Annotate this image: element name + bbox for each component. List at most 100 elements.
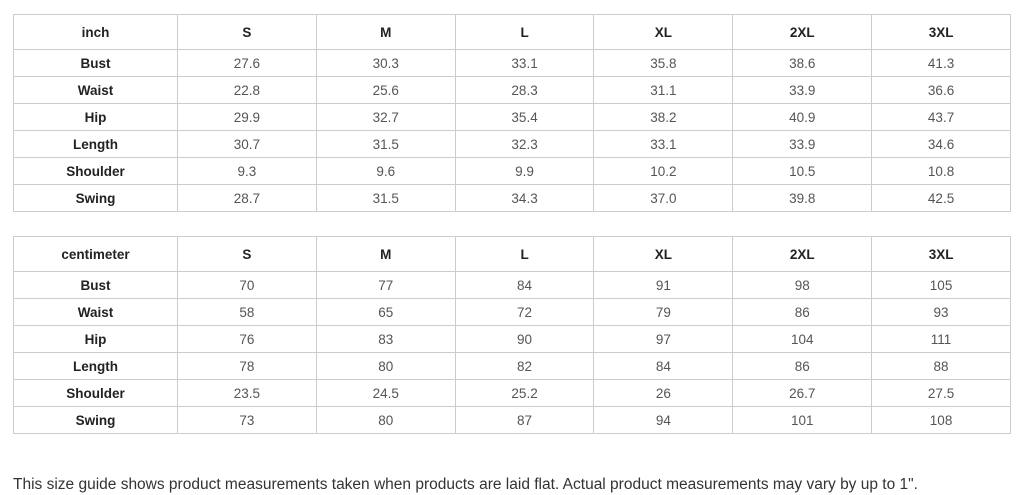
measurement-label: Hip (13, 103, 178, 131)
measurement-value: 86 (732, 298, 873, 326)
measurement-value: 78 (177, 352, 317, 380)
measurement-value: 58 (177, 298, 317, 326)
measurement-value: 83 (315, 325, 456, 353)
measurement-value: 39.8 (732, 184, 873, 212)
measurement-label: Swing (13, 184, 178, 212)
measurement-value: 28.7 (177, 184, 317, 212)
measurement-value: 35.4 (454, 103, 595, 131)
measurement-value: 24.5 (315, 379, 456, 407)
size-column-header: S (177, 236, 317, 272)
unit-header: centimeter (13, 236, 178, 272)
measurement-value: 88 (871, 352, 1011, 380)
measurement-value: 84 (454, 271, 595, 299)
measurement-value: 84 (593, 352, 734, 380)
measurement-value: 31.5 (315, 130, 456, 158)
measurement-label: Length (13, 352, 178, 380)
measurement-value: 98 (732, 271, 873, 299)
measurement-value: 80 (315, 352, 456, 380)
size-column-header: 3XL (871, 14, 1011, 50)
measurement-value: 97 (593, 325, 734, 353)
measurement-value: 80 (315, 406, 456, 434)
measurement-value: 94 (593, 406, 734, 434)
measurement-label: Bust (13, 271, 178, 299)
measurement-value: 77 (315, 271, 456, 299)
measurement-label: Length (13, 130, 178, 158)
measurement-value: 72 (454, 298, 595, 326)
measurement-value: 65 (315, 298, 456, 326)
table-row: Bust 27.6 30.3 33.1 35.8 38.6 41.3 (13, 49, 1011, 77)
size-guide-note: This size guide shows product measuremen… (13, 476, 918, 493)
size-column-header: XL (593, 236, 734, 272)
size-column-header: M (315, 236, 456, 272)
measurement-value: 105 (871, 271, 1011, 299)
measurement-value: 9.3 (177, 157, 317, 185)
measurement-value: 32.3 (454, 130, 595, 158)
measurement-value: 10.5 (732, 157, 873, 185)
table-row: Length 78 80 82 84 86 88 (13, 352, 1011, 380)
measurement-value: 34.3 (454, 184, 595, 212)
measurement-label: Shoulder (13, 157, 178, 185)
table-row: Shoulder 23.5 24.5 25.2 26 26.7 27.5 (13, 379, 1011, 407)
measurement-value: 10.8 (871, 157, 1011, 185)
table-row: Waist 22.8 25.6 28.3 31.1 33.9 36.6 (13, 76, 1011, 104)
measurement-value: 23.5 (177, 379, 317, 407)
measurement-value: 32.7 (315, 103, 456, 131)
unit-header: inch (13, 14, 178, 50)
measurement-value: 76 (177, 325, 317, 353)
measurement-value: 34.6 (871, 130, 1011, 158)
size-column-header: L (454, 236, 595, 272)
measurement-value: 35.8 (593, 49, 734, 77)
measurement-value: 33.9 (732, 130, 873, 158)
table-row: Swing 28.7 31.5 34.3 37.0 39.8 42.5 (13, 184, 1011, 212)
measurement-value: 31.5 (315, 184, 456, 212)
measurement-value: 25.2 (454, 379, 595, 407)
measurement-value: 26.7 (732, 379, 873, 407)
table-row: Waist 58 65 72 79 86 93 (13, 298, 1011, 326)
measurement-value: 108 (871, 406, 1011, 434)
measurement-value: 73 (177, 406, 317, 434)
measurement-value: 93 (871, 298, 1011, 326)
measurement-value: 104 (732, 325, 873, 353)
table-row: Hip 29.9 32.7 35.4 38.2 40.9 43.7 (13, 103, 1011, 131)
table-row: Length 30.7 31.5 32.3 33.1 33.9 34.6 (13, 130, 1011, 158)
measurement-value: 111 (871, 325, 1011, 353)
measurement-value: 101 (732, 406, 873, 434)
measurement-value: 9.6 (315, 157, 456, 185)
measurement-value: 82 (454, 352, 595, 380)
measurement-value: 43.7 (871, 103, 1011, 131)
measurement-value: 33.1 (454, 49, 595, 77)
measurement-value: 37.0 (593, 184, 734, 212)
measurement-value: 33.1 (593, 130, 734, 158)
measurement-value: 28.3 (454, 76, 595, 104)
measurement-value: 31.1 (593, 76, 734, 104)
measurement-value: 25.6 (315, 76, 456, 104)
measurement-value: 36.6 (871, 76, 1011, 104)
measurement-value: 9.9 (454, 157, 595, 185)
measurement-value: 27.5 (871, 379, 1011, 407)
measurement-value: 41.3 (871, 49, 1011, 77)
measurement-label: Swing (13, 406, 178, 434)
header-row: inch S M L XL 2XL 3XL (13, 14, 1011, 50)
measurement-value: 79 (593, 298, 734, 326)
size-column-header: M (315, 14, 456, 50)
size-column-header: 3XL (871, 236, 1011, 272)
measurement-value: 90 (454, 325, 595, 353)
measurement-value: 91 (593, 271, 734, 299)
measurement-value: 38.2 (593, 103, 734, 131)
table-row: Shoulder 9.3 9.6 9.9 10.2 10.5 10.8 (13, 157, 1011, 185)
size-column-header: XL (593, 14, 734, 50)
size-column-header: S (177, 14, 317, 50)
measurement-label: Waist (13, 298, 178, 326)
measurement-value: 42.5 (871, 184, 1011, 212)
size-column-header: L (454, 14, 595, 50)
measurement-value: 22.8 (177, 76, 317, 104)
centimeter-size-table: centimeter S M L XL 2XL 3XL Bust 70 77 84 91 98 105 Wa… (13, 236, 1011, 434)
table-row: Hip 76 83 90 97 104 111 (13, 325, 1011, 353)
measurement-value: 29.9 (177, 103, 317, 131)
measurement-label: Bust (13, 49, 178, 77)
measurement-value: 33.9 (732, 76, 873, 104)
measurement-value: 87 (454, 406, 595, 434)
table-row: Swing 73 80 87 94 101 108 (13, 406, 1011, 434)
